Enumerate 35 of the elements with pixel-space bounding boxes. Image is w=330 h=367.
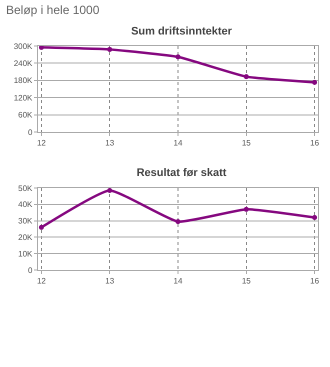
y-tick-label: 10K [18,249,34,258]
point [312,80,318,85]
point [38,224,44,230]
y-tick-label: 20K [18,233,34,242]
y-tick-label: 240K [14,59,34,68]
point [312,215,318,220]
y-tick-label: 60K [18,110,34,120]
x-tick-label: 12 [36,276,46,286]
y-tick-label: 0 [28,266,33,275]
point [244,74,249,80]
x-tick-label: 14 [174,138,183,148]
chart-title: Resultat før skatt [136,167,227,180]
y-tick-label: 30K [18,216,34,226]
point [176,219,180,224]
text: Beløp i hele 1000 [6,3,100,17]
y-tick-label: 300K [14,42,34,51]
y-tick-label: 50K [18,184,34,193]
point [176,54,180,60]
x-tick-label: 12 [36,138,46,148]
chart-title: Sum driftsinntekter [131,25,233,38]
x-tick-label: 15 [242,276,252,286]
point [244,206,249,212]
y-tick-label: 120K [14,93,34,102]
y-tick-label: 40K [18,200,34,210]
y-tick-label: 0 [28,128,33,137]
x-tick-label: 14 [174,276,183,286]
y-tick-label: 180K [14,76,34,86]
x-tick-label: 13 [105,276,115,286]
x-tick-label: 16 [310,276,320,286]
x-tick-label: 15 [242,138,252,148]
x-tick-label: 16 [310,138,320,148]
point [38,46,44,50]
x-tick-label: 13 [105,138,115,148]
point [107,188,112,193]
point [107,46,112,52]
